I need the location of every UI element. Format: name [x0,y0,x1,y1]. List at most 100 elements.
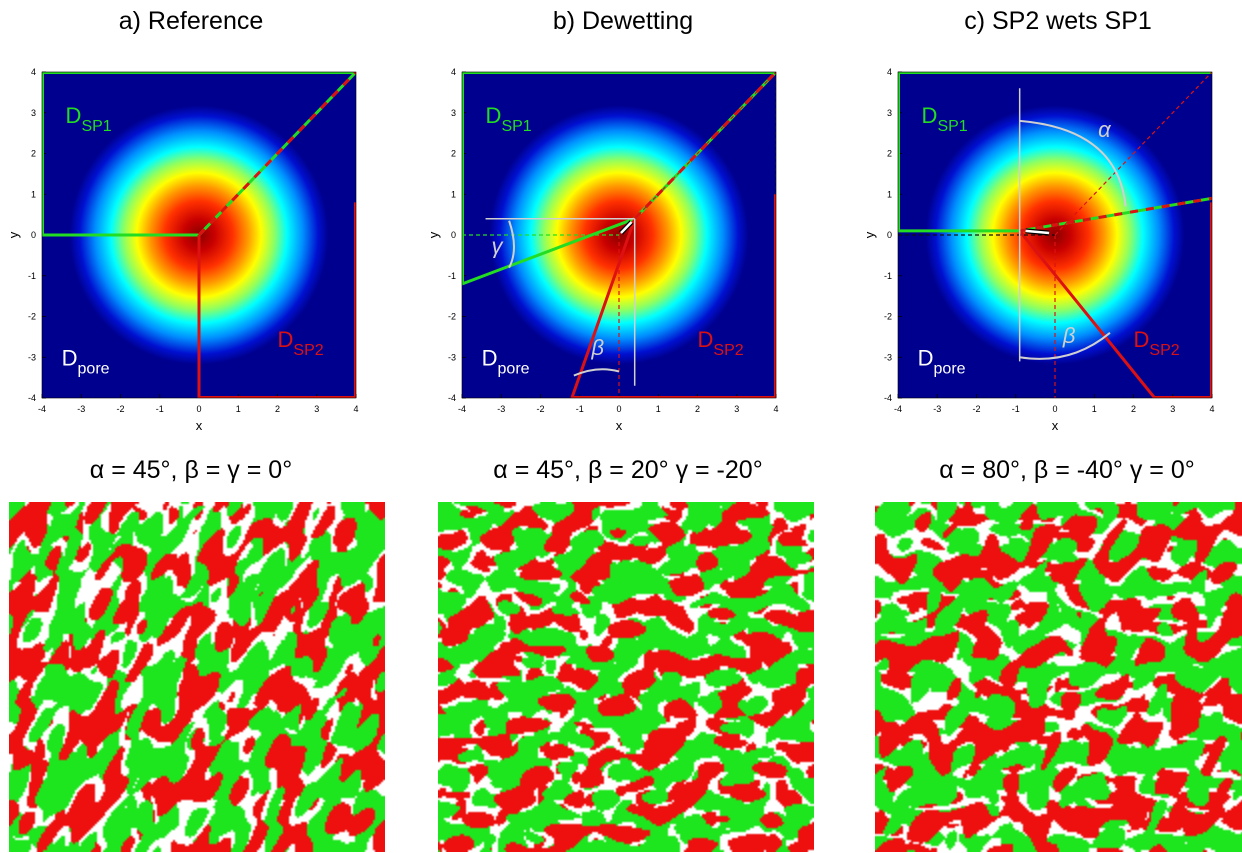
x-tick-label: 0 [1052,404,1057,414]
y-tick-label: 2 [887,149,892,159]
panel-b-params: α = 45°, β = 20° γ = -20° [493,456,763,484]
y-tick-label: -3 [28,352,36,362]
beta-label: β [1062,323,1076,348]
x-tick-label: 4 [353,404,358,414]
region-label-sp1: DSP1 [486,103,532,135]
y-tick-label: -1 [28,271,36,281]
plot-frame [461,71,777,399]
displacement-arrow [1025,229,1050,235]
y-axis-label: y [426,231,441,238]
x-tick-label: -3 [77,404,85,414]
y-tick-label: 4 [451,67,456,77]
gamma-label: γ [491,233,504,258]
boundary-lines [42,72,356,398]
x-tick-label: -1 [576,404,584,414]
x-tick-label: -4 [894,404,902,414]
y-tick-label: -2 [884,312,892,322]
sp1-pore-interface [462,217,636,286]
y-tick-label: -1 [884,271,892,281]
x-tick-label: -3 [497,404,505,414]
displacement-arrow [620,221,633,234]
x-tick-label: 3 [314,404,319,414]
x-tick-label: 1 [656,404,661,414]
x-tick-label: 2 [1131,404,1136,414]
x-tick-label: -2 [972,404,980,414]
alpha-label: α [1098,117,1112,142]
morphology-image-c [875,502,1242,852]
region-label-sp2: DSP2 [1134,327,1180,359]
x-tick-label: 1 [236,404,241,414]
panel-a-params: α = 45°, β = γ = 0° [89,456,293,484]
morphology-image-b [438,502,814,852]
region-label-pore: Dpore [918,345,966,377]
x-tick-label: 3 [734,404,739,414]
y-tick-label: -2 [28,312,36,322]
y-tick-label: 0 [887,230,892,240]
boundary-lines: γβ [462,72,776,398]
sp1-sp2-interface-dash [197,72,356,237]
y-tick-label: 1 [31,189,36,199]
y-tick-label: 0 [31,230,36,240]
region-label-pore: Dpore [62,345,110,377]
y-tick-label: -4 [28,393,36,403]
panel-a-title: a) Reference [118,7,264,35]
panel-b-title: b) Dewetting [552,7,694,35]
x-tick-label: 4 [773,404,778,414]
y-axis-label: y [862,231,877,238]
x-tick-label: -1 [156,404,164,414]
reference-interface-line [1054,72,1212,236]
y-tick-label: -3 [884,352,892,362]
x-tick-label: -2 [116,404,124,414]
y-tick-label: 0 [451,230,456,240]
y-tick-label: -4 [884,393,892,403]
y-tick-label: 3 [887,108,892,118]
region-label-sp1: DSP1 [66,103,112,135]
plot-frame [897,71,1213,399]
x-tick-label: -4 [458,404,466,414]
x-tick-label: -3 [933,404,941,414]
panel-c-title: c) SP2 wets SP1 [964,7,1152,35]
beta-arc [573,368,620,377]
region-label-sp2: DSP2 [698,327,744,359]
boundary-lines: αβ [898,72,1212,398]
region-label-sp2: DSP2 [278,327,324,359]
x-tick-label: -2 [536,404,544,414]
panel-c-params: α = 80°, β = -40° γ = 0° [939,456,1195,484]
x-tick-label: 0 [616,404,621,414]
x-axis-label: x [196,418,203,433]
sp1-sp2-interface-dash [1019,196,1212,233]
region-label-pore: Dpore [482,345,530,377]
y-tick-label: 1 [887,189,892,199]
y-tick-label: -3 [448,352,456,362]
y-tick-label: -4 [448,393,456,403]
x-axis-label: x [1052,418,1059,433]
x-axis-label: x [616,418,623,433]
beta-label: β [591,335,605,360]
y-tick-label: 4 [31,67,36,77]
x-tick-label: 2 [275,404,280,414]
y-tick-label: 1 [451,189,456,199]
x-tick-label: 3 [1170,404,1175,414]
sp2-pore-interface [1018,229,1156,398]
field-plot-a: -4-4 -3 -3 -2 -2 -1 -1 0 0 1 1 2 2 3 3 4 4 x y DSP1 DSP2 Dpor… [6,67,359,433]
morphology-image-a [9,502,385,852]
x-tick-label: 0 [196,404,201,414]
beta-arc [1019,332,1111,360]
y-tick-label: -2 [448,312,456,322]
y-tick-label: 3 [31,108,36,118]
y-axis-label: y [6,231,21,238]
y-tick-label: 2 [451,149,456,159]
x-tick-label: -4 [38,404,46,414]
alpha-arc [1019,119,1127,207]
y-tick-label: 2 [31,149,36,159]
field-plot-c: -4-4-3-3-2-2-1-10011223344xyαβDSP1DSP2Dp… [862,67,1215,433]
y-tick-label: 3 [451,108,456,118]
x-tick-label: -1 [1012,404,1020,414]
gamma-arc [508,220,516,269]
x-tick-label: 2 [695,404,700,414]
y-tick-label: 4 [887,67,892,77]
sp2-pore-interface [570,218,637,398]
x-tick-label: 4 [1209,404,1214,414]
reference-interface-line [618,72,776,236]
